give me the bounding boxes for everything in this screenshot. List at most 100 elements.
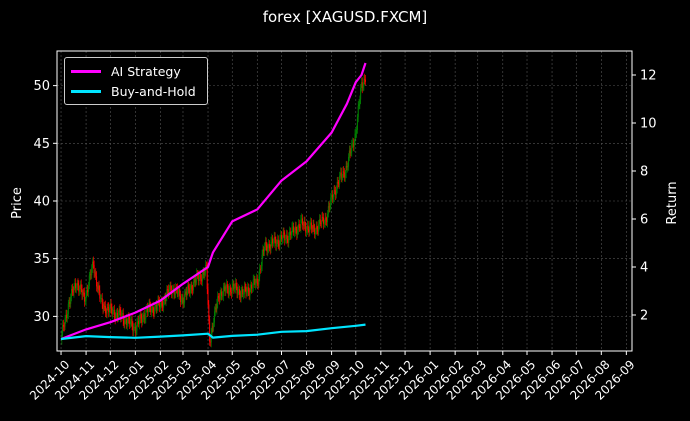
y-left-tick-label: 45	[33, 137, 50, 152]
price-candle-body	[222, 295, 224, 297]
price-candle-body	[100, 298, 102, 300]
price-candle-body	[297, 224, 299, 230]
price-candle-body	[364, 78, 366, 80]
price-candle-body	[351, 143, 353, 152]
price-candle-body	[361, 82, 363, 88]
price-candle-body	[160, 300, 162, 305]
price-candle-body	[87, 285, 89, 292]
price-candle-body	[310, 222, 312, 226]
price-candle-body	[101, 298, 103, 305]
price-candle-body	[172, 288, 174, 290]
price-candle-body	[249, 289, 251, 296]
price-candle-body	[129, 321, 131, 325]
price-candle-body	[304, 221, 306, 226]
price-candle-body	[121, 314, 123, 318]
price-candle-body	[318, 219, 320, 225]
x-axis: 2024-102024-112024-122025-012025-022025-…	[27, 351, 638, 403]
price-candle-body	[309, 225, 311, 232]
y-left-tick-label: 40	[33, 195, 50, 210]
price-candle-body	[202, 271, 204, 275]
price-candle-body	[191, 285, 193, 290]
price-candle-body	[355, 133, 357, 135]
price-candle-body	[126, 323, 128, 325]
chart-title: forex [XAGUSD.FXCM]	[262, 8, 428, 26]
price-candle-body	[356, 129, 358, 134]
price-candle-body	[289, 231, 291, 237]
price-candle-body	[268, 244, 270, 249]
price-candle-body	[92, 261, 94, 268]
price-candle-body	[257, 282, 259, 285]
y-axis-left-label: Price	[10, 187, 25, 219]
price-candle-body	[217, 296, 219, 305]
price-candle-body	[184, 291, 186, 294]
price-candle-body	[354, 133, 356, 143]
price-candle-body	[188, 285, 190, 289]
price-candle-body	[83, 292, 85, 302]
price-candle-body	[331, 194, 333, 200]
price-candle-body	[204, 272, 206, 275]
price-candle-body	[133, 327, 135, 332]
price-candle-body	[95, 272, 97, 277]
price-candle-body	[185, 291, 187, 296]
price-candle-body	[144, 318, 146, 320]
price-candle-body	[138, 320, 140, 325]
price-candle-body	[243, 293, 245, 295]
price-candle-body	[246, 291, 248, 294]
price-candle-body	[347, 166, 349, 168]
price-candle-body	[96, 286, 98, 289]
price-candle-body	[92, 261, 94, 266]
price-candle-body	[61, 333, 63, 340]
price-candle-body	[89, 274, 91, 276]
price-candle-body	[360, 87, 362, 100]
price-candle-body	[71, 288, 73, 291]
price-candle-body	[111, 308, 113, 314]
price-candle-body	[281, 235, 283, 240]
y-right-tick-label: 4	[640, 261, 648, 276]
price-candle-body	[363, 78, 365, 86]
price-candle-body	[263, 249, 265, 252]
price-candle-body	[264, 246, 266, 252]
price-candle-body	[227, 288, 229, 295]
price-candle-body	[125, 319, 127, 321]
price-candle-body	[188, 288, 190, 294]
price-candle-body	[201, 279, 203, 282]
price-candle-body	[273, 236, 275, 243]
y-axis-right-label: Return	[665, 181, 680, 224]
price-candle-body	[71, 288, 73, 297]
price-candle-body	[281, 238, 283, 240]
series-line-ai-strategy	[60, 62, 367, 341]
price-candle-body	[300, 219, 302, 228]
price-candle-body	[303, 221, 305, 226]
price-candle-body	[85, 292, 87, 302]
price-candle-body	[114, 317, 116, 320]
price-candle-body	[79, 284, 81, 290]
price-candle-body	[239, 294, 241, 299]
price-candle-body	[62, 324, 64, 334]
price-candle-body	[109, 303, 111, 309]
price-candle-body	[146, 307, 148, 313]
price-candle-body	[228, 290, 230, 295]
price-candle-body	[169, 285, 171, 290]
price-candle-body	[293, 226, 295, 233]
price-candle-body	[230, 292, 232, 294]
price-candle-body	[276, 244, 278, 247]
price-candle-body	[251, 287, 253, 289]
price-candle-body	[360, 82, 362, 88]
price-candle-body	[72, 290, 74, 293]
price-candle-body	[195, 279, 197, 283]
price-candle-body	[143, 314, 145, 320]
price-candle-body	[113, 309, 115, 311]
legend-swatch-buy-and-hold	[71, 89, 101, 93]
price-candle-body	[127, 316, 129, 324]
price-candle-body	[321, 216, 323, 224]
price-candle-body	[215, 307, 217, 310]
legend: AI Strategy Buy-and-Hold	[64, 57, 208, 105]
price-candle-body	[293, 231, 295, 233]
price-candle-body	[102, 304, 104, 310]
price-candle-body	[271, 238, 273, 242]
price-candle-body	[198, 277, 200, 281]
price-candle-body	[192, 281, 194, 291]
price-candle-body	[75, 287, 77, 289]
price-candle-body	[139, 314, 141, 320]
price-candle-body	[219, 294, 221, 300]
